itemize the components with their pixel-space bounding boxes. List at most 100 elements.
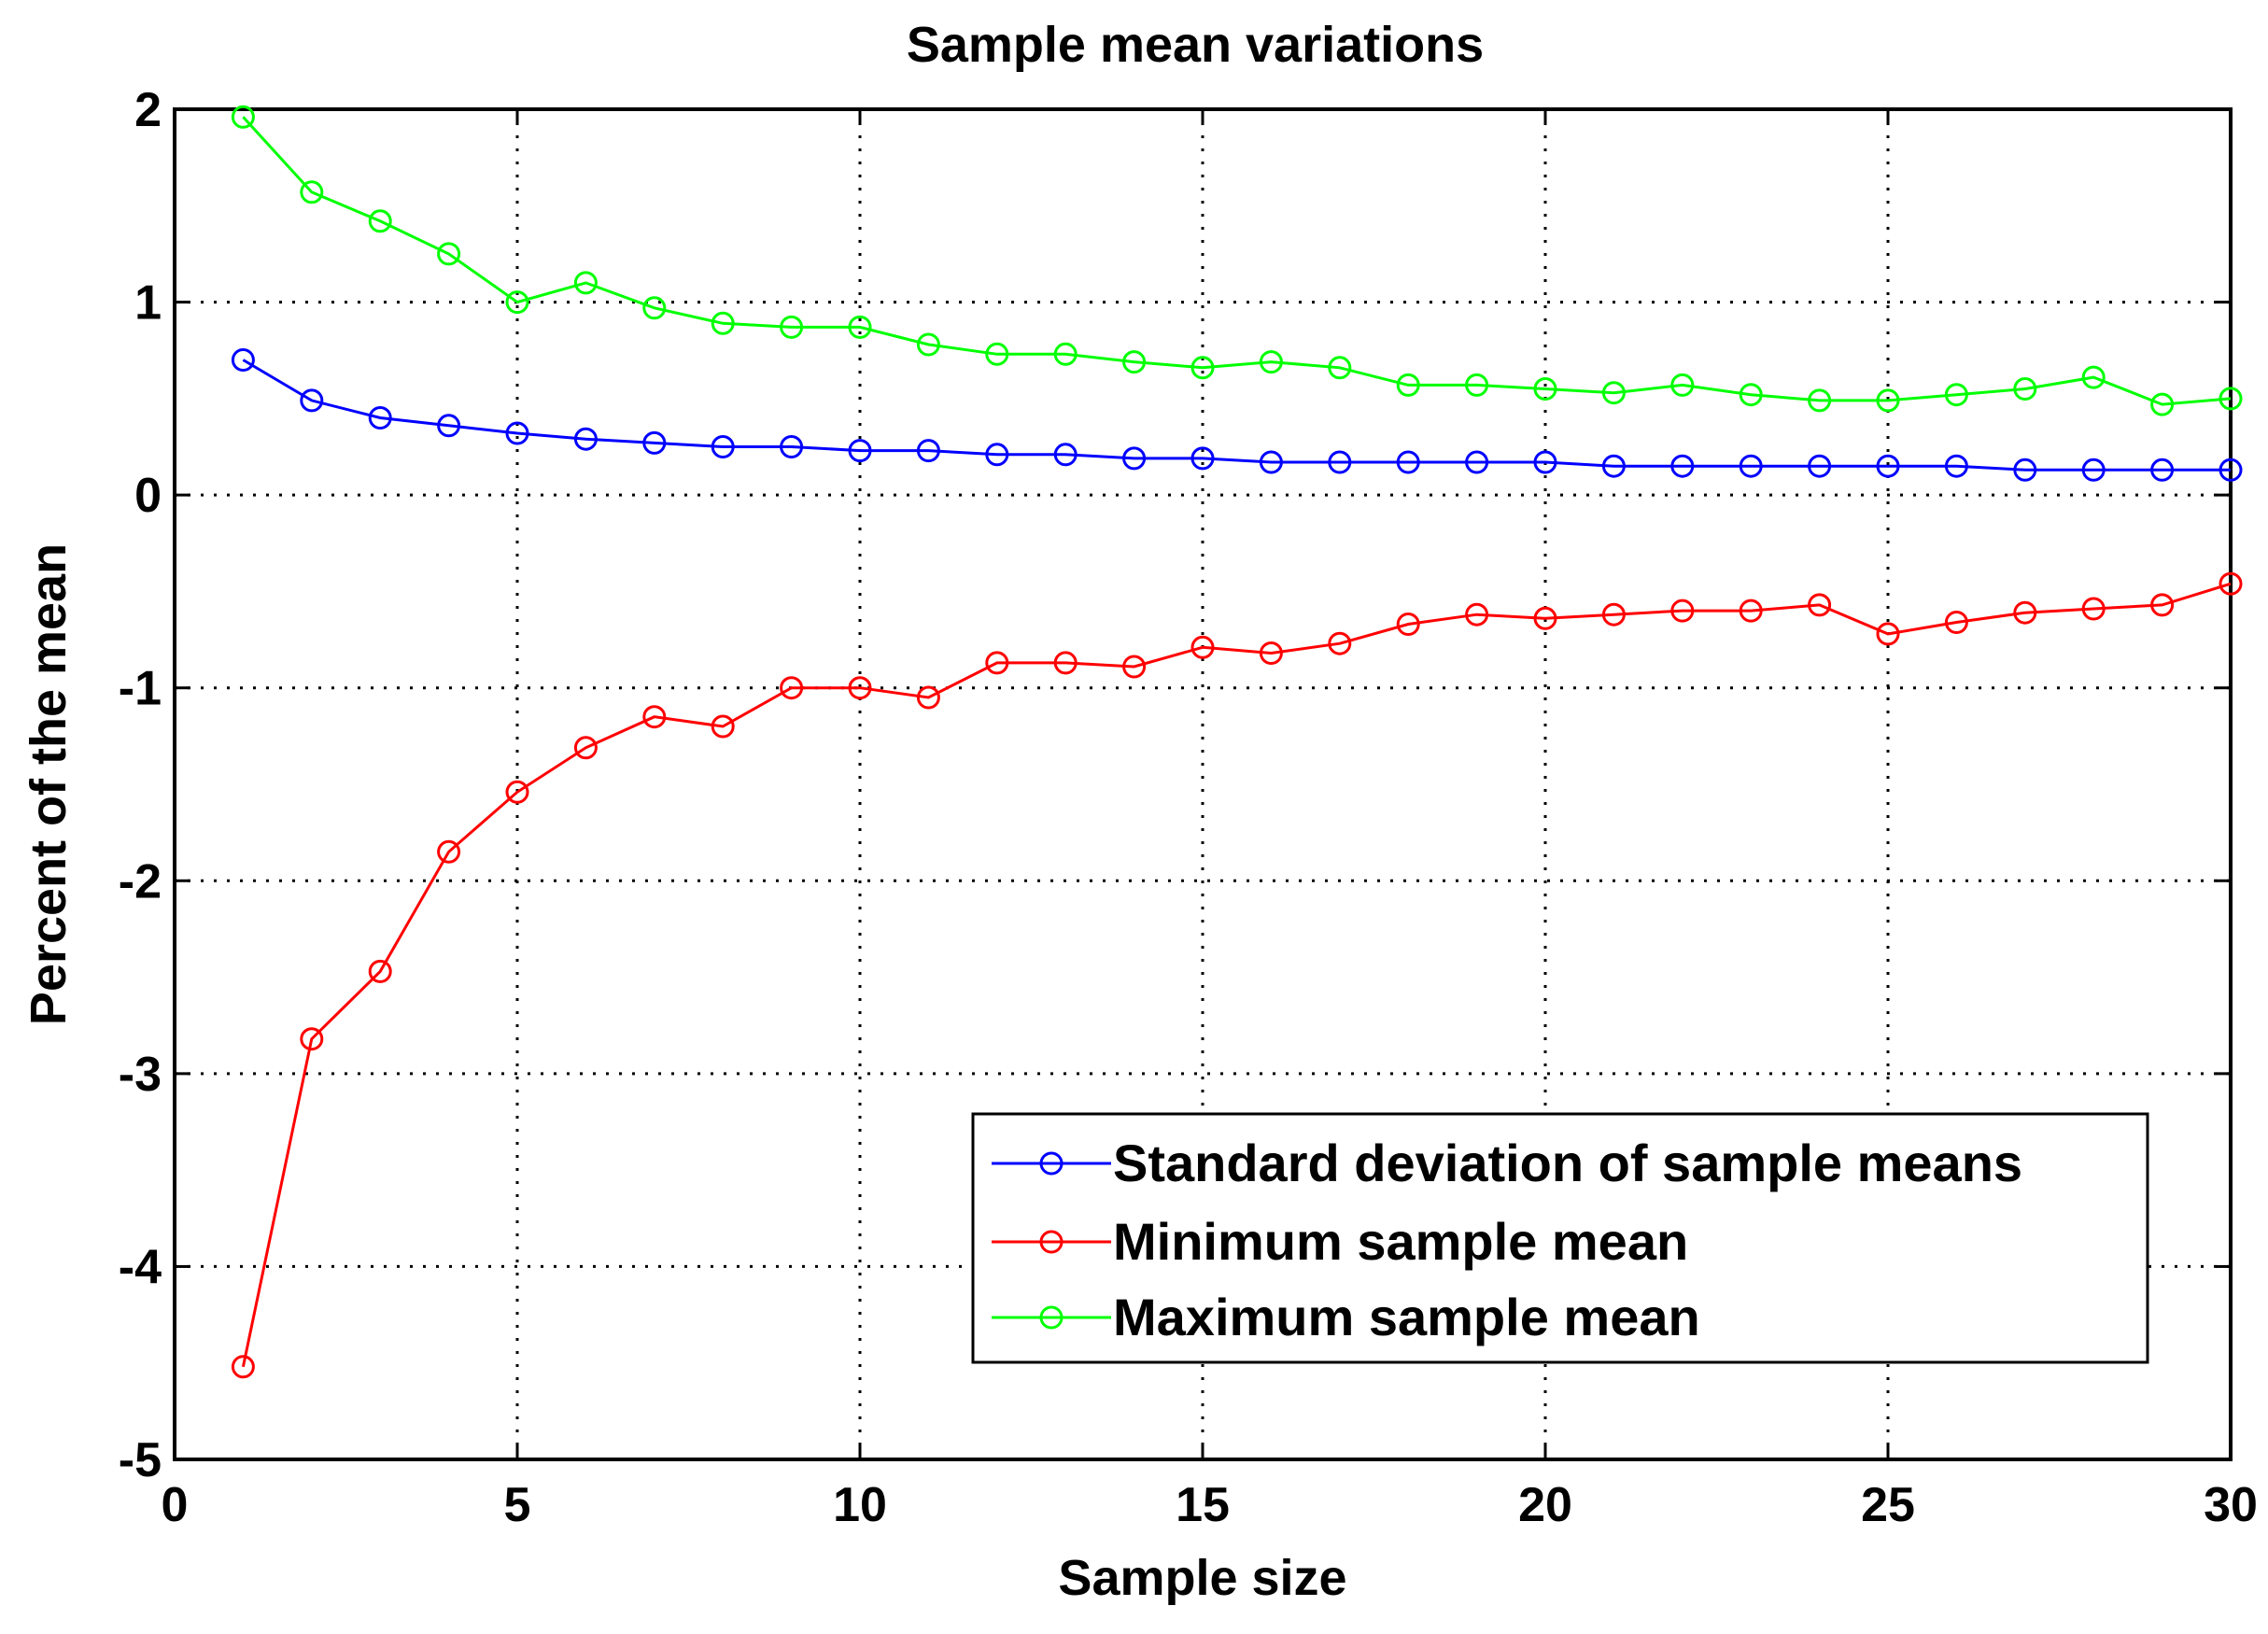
data-point-std: [985, 443, 1009, 467]
data-point-std: [1808, 454, 1832, 478]
data-point-max: [300, 180, 324, 204]
data-point-min: [711, 714, 735, 739]
data-point-min: [1190, 635, 1215, 659]
x-tick-label: 20: [1518, 1478, 1572, 1532]
data-point-std: [1670, 454, 1695, 478]
legend-marker-max: [1039, 1305, 1064, 1330]
data-point-std: [1053, 443, 1078, 467]
data-point-std: [231, 348, 255, 372]
data-point-std: [1944, 454, 1968, 478]
series-max: [231, 105, 2243, 416]
data-point-std: [1328, 450, 1352, 474]
legend-marker-std: [1039, 1151, 1064, 1176]
legend: Standard deviation of sample means Minim…: [971, 1112, 2149, 1364]
data-point-std: [1465, 450, 1489, 474]
data-point-min: [1601, 602, 1626, 627]
data-point-min: [1944, 611, 1968, 634]
data-point-std: [573, 427, 598, 451]
data-point-max: [2219, 387, 2243, 411]
legend-box: [971, 1112, 2149, 1364]
data-point-max: [2150, 392, 2175, 416]
y-tick-label: 0: [134, 469, 162, 523]
data-point-max: [1190, 356, 1215, 380]
data-point-max: [1739, 383, 1763, 407]
data-point-min: [1465, 602, 1489, 627]
data-point-std: [1190, 446, 1215, 471]
series-std: [231, 348, 2243, 482]
y-tick-label: -3: [119, 1048, 162, 1102]
legend-entry-max: Maximum sample mean: [992, 1288, 1700, 1346]
data-point-std: [300, 388, 324, 413]
data-point-max: [1533, 377, 1557, 401]
y-tick-label: -4: [119, 1240, 162, 1294]
axis-ticks: 0 5 10 15 20 25 30 -5 -4 -3 -2 -1 0 1 2: [119, 83, 2258, 1532]
data-point-min: [985, 651, 1009, 675]
data-point-std: [2081, 458, 2106, 482]
data-point-std: [1122, 446, 1147, 471]
data-point-max: [1328, 356, 1352, 380]
x-tick-label: 10: [833, 1478, 887, 1532]
data-point-std: [1533, 450, 1557, 474]
data-point-max: [642, 296, 667, 320]
data-point-std: [505, 421, 529, 445]
data-point-max: [2081, 365, 2106, 389]
data-point-max: [573, 271, 598, 295]
data-point-min: [916, 685, 940, 710]
data-point-std: [780, 435, 804, 458]
y-tick-label: -1: [119, 662, 162, 716]
data-point-std: [2150, 458, 2175, 482]
data-point-min: [1739, 599, 1763, 623]
legend-label-std: Standard deviation of sample means: [1113, 1134, 2022, 1192]
data-point-max: [437, 242, 461, 266]
data-point-std: [1601, 454, 1626, 478]
data-point-std: [368, 406, 392, 430]
x-tick-label: 30: [2204, 1478, 2258, 1532]
data-point-min: [231, 1355, 255, 1379]
data-point-max: [985, 342, 1009, 366]
data-point-max: [1396, 373, 1420, 397]
data-point-min: [1122, 655, 1147, 679]
data-point-max: [1944, 383, 1968, 407]
data-point-min: [300, 1027, 324, 1051]
data-point-std: [437, 414, 461, 438]
y-tick-label: -2: [119, 854, 162, 909]
x-tick-label: 0: [162, 1478, 189, 1532]
y-tick-label: 1: [134, 276, 162, 331]
data-point-max: [231, 105, 255, 129]
data-point-std: [1259, 450, 1283, 474]
data-point-min: [780, 676, 804, 700]
legend-entry-std: Standard deviation of sample means: [992, 1134, 2022, 1192]
data-point-max: [1670, 373, 1695, 397]
data-point-min: [368, 959, 392, 983]
data-point-max: [1122, 350, 1147, 374]
data-point-max: [916, 332, 940, 357]
y-tick-label: -5: [119, 1433, 162, 1487]
data-point-max: [1876, 388, 1900, 413]
data-point-min: [1808, 593, 1832, 617]
data-point-std: [916, 439, 940, 463]
legend-marker-min: [1039, 1230, 1064, 1254]
series-min: [231, 571, 2243, 1379]
data-point-min: [1876, 622, 1900, 646]
x-axis-label: Sample size: [1058, 1550, 1346, 1606]
data-point-max: [505, 290, 529, 315]
data-point-max: [711, 311, 735, 335]
x-tick-label: 5: [504, 1478, 531, 1532]
data-point-max: [1465, 373, 1489, 397]
data-point-min: [1670, 599, 1695, 623]
data-point-std: [2219, 458, 2243, 482]
data-series: [231, 105, 2243, 1379]
data-point-min: [2150, 593, 2175, 617]
y-axis-label: Percent of the mean: [21, 543, 77, 1025]
data-point-min: [848, 676, 872, 700]
data-point-max: [2013, 377, 2037, 401]
data-point-min: [1533, 606, 1557, 630]
data-point-max: [780, 315, 804, 339]
data-point-std: [642, 430, 667, 455]
data-point-max: [1808, 388, 1832, 413]
data-point-min: [642, 705, 667, 729]
x-tick-label: 15: [1176, 1478, 1230, 1532]
data-point-min: [1328, 631, 1352, 655]
data-point-min: [1396, 613, 1420, 636]
